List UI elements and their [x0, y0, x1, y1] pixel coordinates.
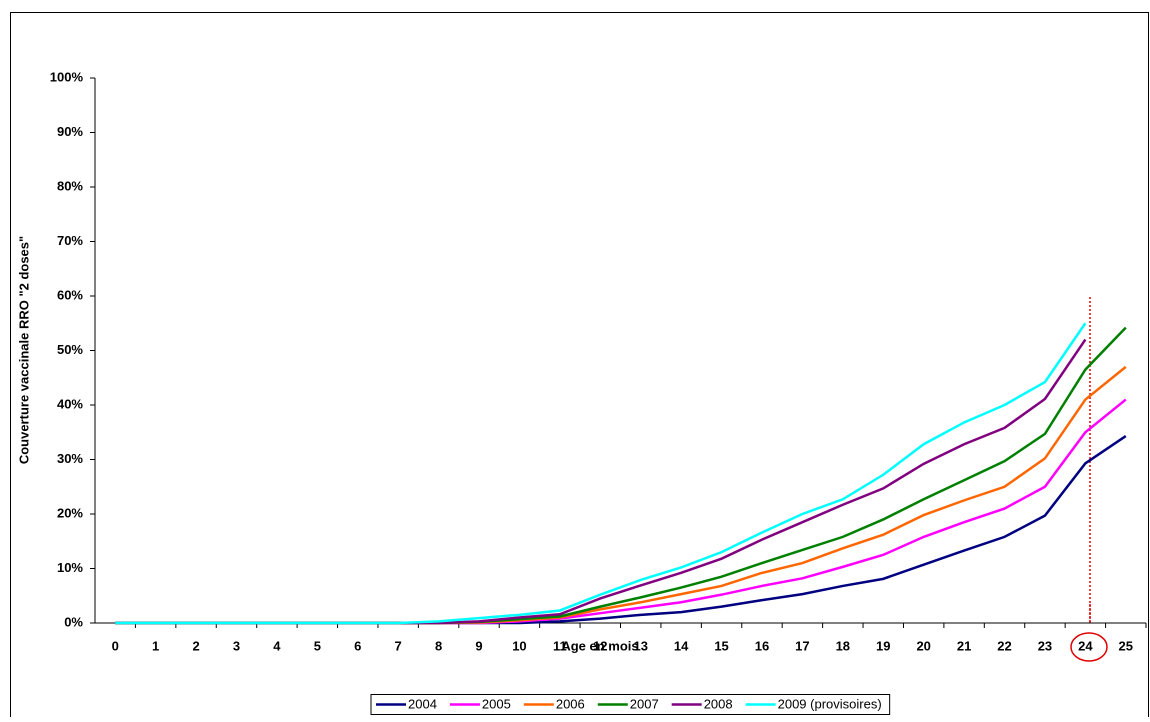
x-tick-label: 12	[593, 638, 607, 653]
legend-label: 2004	[408, 696, 437, 711]
x-tick-label: 15	[714, 638, 728, 653]
x-tick-label: 18	[836, 638, 850, 653]
y-tick-label: 80%	[57, 178, 83, 193]
x-tick-label: 23	[1038, 638, 1052, 653]
x-tick-label: 21	[957, 638, 971, 653]
x-tick-label: 22	[997, 638, 1011, 653]
legend-box	[370, 694, 891, 715]
x-tick-label: 8	[435, 638, 442, 653]
x-tick-label: 4	[273, 638, 281, 653]
x-tick-label: 24	[1078, 638, 1093, 653]
y-tick-label: 60%	[57, 287, 83, 302]
x-tick-label: 11	[553, 638, 567, 653]
y-tick-label: 100%	[50, 69, 84, 84]
x-tick-label: 7	[395, 638, 402, 653]
series-line	[115, 322, 1087, 625]
y-tick-label: 20%	[57, 505, 83, 520]
x-tick-label: 6	[354, 638, 361, 653]
highlight-circle	[1070, 632, 1108, 662]
x-tick-label: 1	[152, 638, 159, 653]
x-tick-label: 13	[633, 638, 647, 653]
y-tick-label: 0%	[64, 614, 83, 629]
legend-label: 2005	[482, 696, 511, 711]
x-tick-label: 5	[314, 638, 321, 653]
x-tick-label: 3	[233, 638, 240, 653]
y-tick-label: 30%	[57, 451, 83, 466]
x-tick-label: 19	[876, 638, 890, 653]
x-tick-label: 0	[112, 638, 119, 653]
legend: 2004 2005 2006 2007 2008 2009 (provisoires)	[370, 694, 891, 715]
x-tick-label: 9	[475, 638, 482, 653]
legend-label: 2006	[556, 696, 585, 711]
x-tick-label: 16	[755, 638, 769, 653]
x-axis-title: Age en mois	[561, 638, 638, 653]
x-tick-label: 14	[674, 638, 689, 653]
x-tick-label: 20	[916, 638, 930, 653]
x-tick-label: 10	[512, 638, 526, 653]
x-tick-label: 25	[1119, 638, 1133, 653]
y-tick-label: 50%	[57, 342, 83, 357]
x-tick-label: 2	[192, 638, 199, 653]
legend-label: 2009 (provisoires)	[778, 696, 882, 711]
y-tick-label: 90%	[57, 124, 83, 139]
y-tick-label: 70%	[57, 233, 83, 248]
y-tick-label: 10%	[57, 560, 83, 575]
legend-label: 2007	[630, 696, 659, 711]
y-axis-title: Couverture vaccinale RRO "2 doses"	[16, 236, 31, 464]
legend-label: 2008	[704, 696, 733, 711]
x-tick-label: 17	[795, 638, 809, 653]
y-tick-label: 40%	[57, 396, 83, 411]
